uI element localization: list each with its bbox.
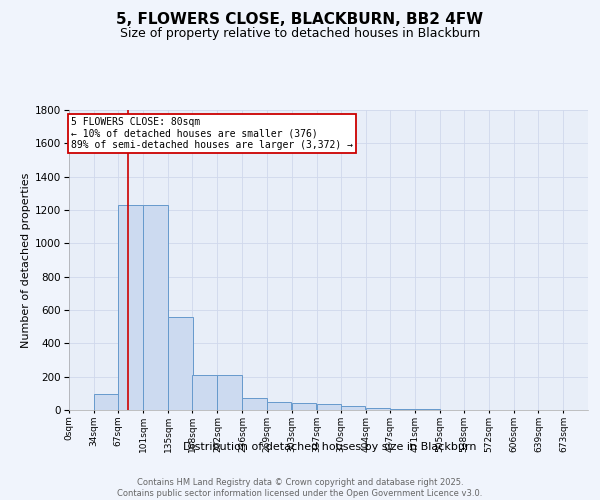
Text: Distribution of detached houses by size in Blackburn: Distribution of detached houses by size … [183,442,477,452]
Bar [366,408,391,410]
Bar [118,205,143,410]
Bar [168,316,193,410]
Bar [266,402,291,410]
Text: 5 FLOWERS CLOSE: 80sqm
← 10% of detached houses are smaller (376)
89% of semi-de: 5 FLOWERS CLOSE: 80sqm ← 10% of detached… [71,116,353,150]
Bar [415,409,440,410]
Bar [317,404,341,410]
Bar [143,205,168,410]
Bar [94,394,119,410]
Text: Contains HM Land Registry data © Crown copyright and database right 2025.
Contai: Contains HM Land Registry data © Crown c… [118,478,482,498]
Bar [390,409,415,410]
Bar [292,402,316,410]
Text: Size of property relative to detached houses in Blackburn: Size of property relative to detached ho… [120,28,480,40]
Y-axis label: Number of detached properties: Number of detached properties [21,172,31,348]
Bar [217,375,242,410]
Text: 5, FLOWERS CLOSE, BLACKBURN, BB2 4FW: 5, FLOWERS CLOSE, BLACKBURN, BB2 4FW [116,12,484,28]
Bar [193,375,217,410]
Bar [341,406,365,410]
Bar [242,398,267,410]
